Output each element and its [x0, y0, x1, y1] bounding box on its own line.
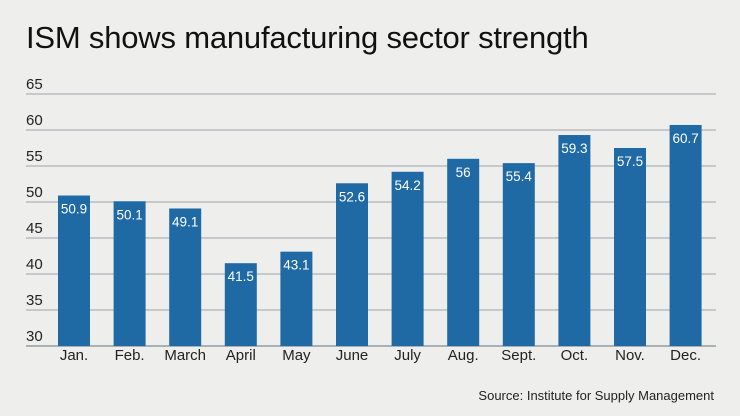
- x-tick-label: Oct.: [561, 347, 589, 364]
- y-tick-label: 30: [26, 328, 43, 345]
- bar-chart: 30 35 40 45 50 55 60 65 50.9 50.1 49.1 41.5 43.1 52.…: [26, 76, 716, 364]
- bar: [447, 158, 480, 346]
- x-tick-label: Jan.: [60, 347, 88, 364]
- x-tick-label: May: [282, 347, 311, 364]
- bar: [58, 195, 90, 346]
- bar-value-label: 52.6: [339, 189, 365, 204]
- bar: [224, 263, 257, 346]
- bars: [58, 124, 702, 347]
- x-tick-label: April: [226, 347, 256, 364]
- bar-value-label: 56: [456, 165, 471, 180]
- bar: [558, 135, 591, 346]
- bar-value-label: 49.1: [172, 214, 198, 229]
- x-tick-label: Aug.: [448, 347, 479, 364]
- bar-value-label: 59.3: [561, 141, 587, 156]
- x-tick-label: July: [394, 347, 421, 364]
- source-note: Source: Institute for Supply Management: [478, 388, 714, 403]
- bar: [169, 208, 202, 346]
- bar: [614, 148, 646, 346]
- bar: [502, 163, 535, 346]
- x-tick-label: Dec.: [670, 347, 701, 364]
- y-tick-label: 45: [26, 220, 43, 237]
- chart-title: ISM shows manufacturing sector strength: [26, 20, 589, 55]
- bar: [280, 251, 313, 346]
- bar-value-labels: 50.9 50.1 49.1 41.5 43.1 52.6 54.2 56 55.4 59.3 57…: [61, 131, 699, 284]
- bar: [669, 124, 702, 347]
- y-tick-label: 35: [26, 292, 43, 309]
- x-axis-ticks: Jan. Feb. March April May June July Aug. Sept. Oc…: [60, 347, 701, 364]
- y-tick-label: 50: [26, 184, 43, 201]
- x-tick-label: Sept.: [501, 347, 536, 364]
- bar-value-label: 55.4: [506, 169, 533, 184]
- bar-value-label: 57.5: [617, 154, 643, 169]
- x-tick-label: Feb.: [115, 347, 145, 364]
- y-tick-label: 55: [26, 148, 43, 165]
- x-tick-label: Nov.: [615, 347, 645, 364]
- y-tick-label: 60: [26, 112, 43, 129]
- y-axis-ticks: 30 35 40 45 50 55 60 65: [26, 76, 43, 345]
- y-tick-label: 65: [26, 76, 43, 93]
- x-tick-label: March: [164, 347, 206, 364]
- bar-value-label: 41.5: [228, 269, 254, 284]
- bar-value-label: 54.2: [394, 178, 420, 193]
- y-tick-label: 40: [26, 256, 43, 273]
- bar-value-label: 50.9: [61, 202, 87, 217]
- bar: [336, 183, 368, 346]
- x-tick-label: June: [336, 347, 369, 364]
- bar: [113, 201, 146, 346]
- bar-value-label: 43.1: [283, 258, 309, 273]
- bar-value-label: 60.7: [672, 131, 698, 146]
- bar-value-label: 50.1: [116, 207, 142, 222]
- bar: [391, 171, 424, 346]
